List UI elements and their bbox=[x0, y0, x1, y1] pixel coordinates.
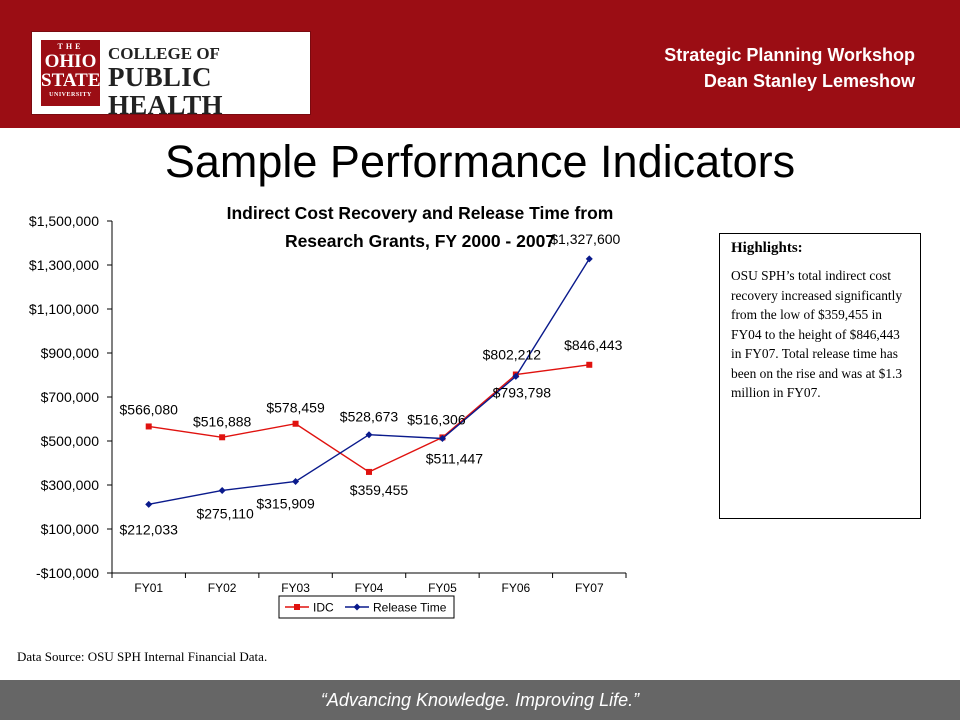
header-info: Strategic Planning Workshop Dean Stanley… bbox=[664, 42, 915, 94]
x-tick-label: FY03 bbox=[281, 581, 310, 595]
release-time-data-label: $275,110 bbox=[196, 505, 254, 521]
logo-ohio: OHIO bbox=[44, 51, 97, 72]
release-time-data-label: $511,447 bbox=[426, 450, 484, 466]
y-tick-label: -$100,000 bbox=[36, 565, 99, 581]
y-tick-label: $500,000 bbox=[41, 433, 100, 449]
legend-release-time-label: Release Time bbox=[373, 601, 447, 615]
idc-data-label: $578,459 bbox=[266, 400, 325, 416]
idc-point bbox=[586, 361, 593, 368]
x-tick-label: FY01 bbox=[134, 581, 163, 595]
chart-title-line2: Research Grants, FY 2000 - 2007 bbox=[284, 231, 556, 251]
release-time-point bbox=[512, 372, 520, 380]
data-source-note: Data Source: OSU SPH Internal Financial … bbox=[17, 649, 268, 664]
logo-college-line1: COLLEGE OF bbox=[108, 44, 220, 63]
x-tick-label: FY05 bbox=[428, 581, 457, 595]
release-time-data-label: $315,909 bbox=[256, 496, 315, 512]
release-time-point bbox=[292, 478, 300, 486]
idc-data-label: $516,888 bbox=[193, 413, 252, 429]
chart-title: Indirect Cost Recovery and Release Time … bbox=[140, 199, 700, 255]
highlights-title: Highlights: bbox=[731, 240, 803, 256]
highlights-body: OSU SPH’s total indirect cost recovery i… bbox=[731, 268, 903, 400]
release-time-data-label: $793,798 bbox=[493, 384, 552, 400]
release-time-point bbox=[365, 431, 373, 439]
legend-idc-label: IDC bbox=[313, 601, 334, 615]
chart-title-line1: Indirect Cost Recovery and Release Time … bbox=[226, 203, 614, 223]
x-tick-label: FY06 bbox=[502, 581, 531, 595]
release-time-point bbox=[218, 486, 226, 494]
y-tick-label: $300,000 bbox=[41, 477, 100, 493]
idc-data-label: $359,455 bbox=[350, 482, 409, 498]
logo-university: UNIVERSITY bbox=[49, 92, 92, 98]
idc-point bbox=[366, 468, 372, 475]
y-tick-label: $100,000 bbox=[41, 521, 100, 537]
x-tick-label: FY02 bbox=[208, 581, 237, 595]
highlights-box: Highlights: OSU SPH’s total indirect cos… bbox=[719, 233, 921, 519]
y-tick-label: $900,000 bbox=[41, 345, 100, 361]
university-logo-mark: THE OHIO STATE UNIVERSITY bbox=[41, 40, 101, 106]
footer-tagline: “Advancing Knowledge. Improving Life.” bbox=[0, 680, 960, 720]
release-time-point bbox=[438, 434, 446, 442]
series-line-release-time bbox=[148, 258, 590, 506]
logo-the: THE bbox=[57, 42, 84, 51]
college-logo: THE OHIO STATE UNIVERSITY COLLEGE OF PUB… bbox=[31, 31, 311, 119]
release-time-point bbox=[585, 255, 593, 263]
header-banner: THE OHIO STATE UNIVERSITY COLLEGE OF PUB… bbox=[0, 0, 960, 128]
idc-data-label: $516,306 bbox=[407, 411, 466, 427]
logo-college-name: COLLEGE OF PUBLIC HEALTH bbox=[108, 45, 310, 120]
y-tick-label: $1,500,000 bbox=[29, 213, 99, 229]
release-time-data-label: $212,033 bbox=[120, 521, 179, 537]
idc-point bbox=[219, 434, 226, 441]
idc-point bbox=[292, 420, 299, 427]
y-tick-label: $1,300,000 bbox=[29, 257, 99, 273]
header-presenter: Dean Stanley Lemeshow bbox=[703, 71, 915, 91]
x-tick-label: FY07 bbox=[575, 581, 604, 595]
idc-data-label: $566,080 bbox=[120, 401, 179, 417]
legend-idc-marker bbox=[294, 604, 300, 610]
idc-point bbox=[145, 423, 152, 430]
idc-data-label: $802,212 bbox=[483, 347, 542, 363]
logo-state: STATE bbox=[41, 70, 101, 91]
release-time-data-label: $1,327,600 bbox=[550, 231, 620, 247]
release-time-point bbox=[145, 500, 153, 508]
legend-release-time-marker bbox=[353, 603, 361, 611]
logo-college-line2: PUBLIC HEALTH bbox=[108, 61, 223, 121]
slide-title: Sample Performance Indicators bbox=[164, 136, 796, 187]
x-tick-label: FY04 bbox=[355, 581, 384, 595]
release-time-data-label: $528,673 bbox=[340, 409, 399, 425]
header-workshop-title: Strategic Planning Workshop bbox=[664, 45, 915, 65]
y-tick-label: $700,000 bbox=[41, 389, 100, 405]
line-chart: -$100,000 $100,000 $300,000 $500,000 $700,00… bbox=[29, 213, 627, 619]
idc-data-label: $846,443 bbox=[564, 337, 623, 353]
y-tick-label: $1,100,000 bbox=[29, 301, 99, 317]
